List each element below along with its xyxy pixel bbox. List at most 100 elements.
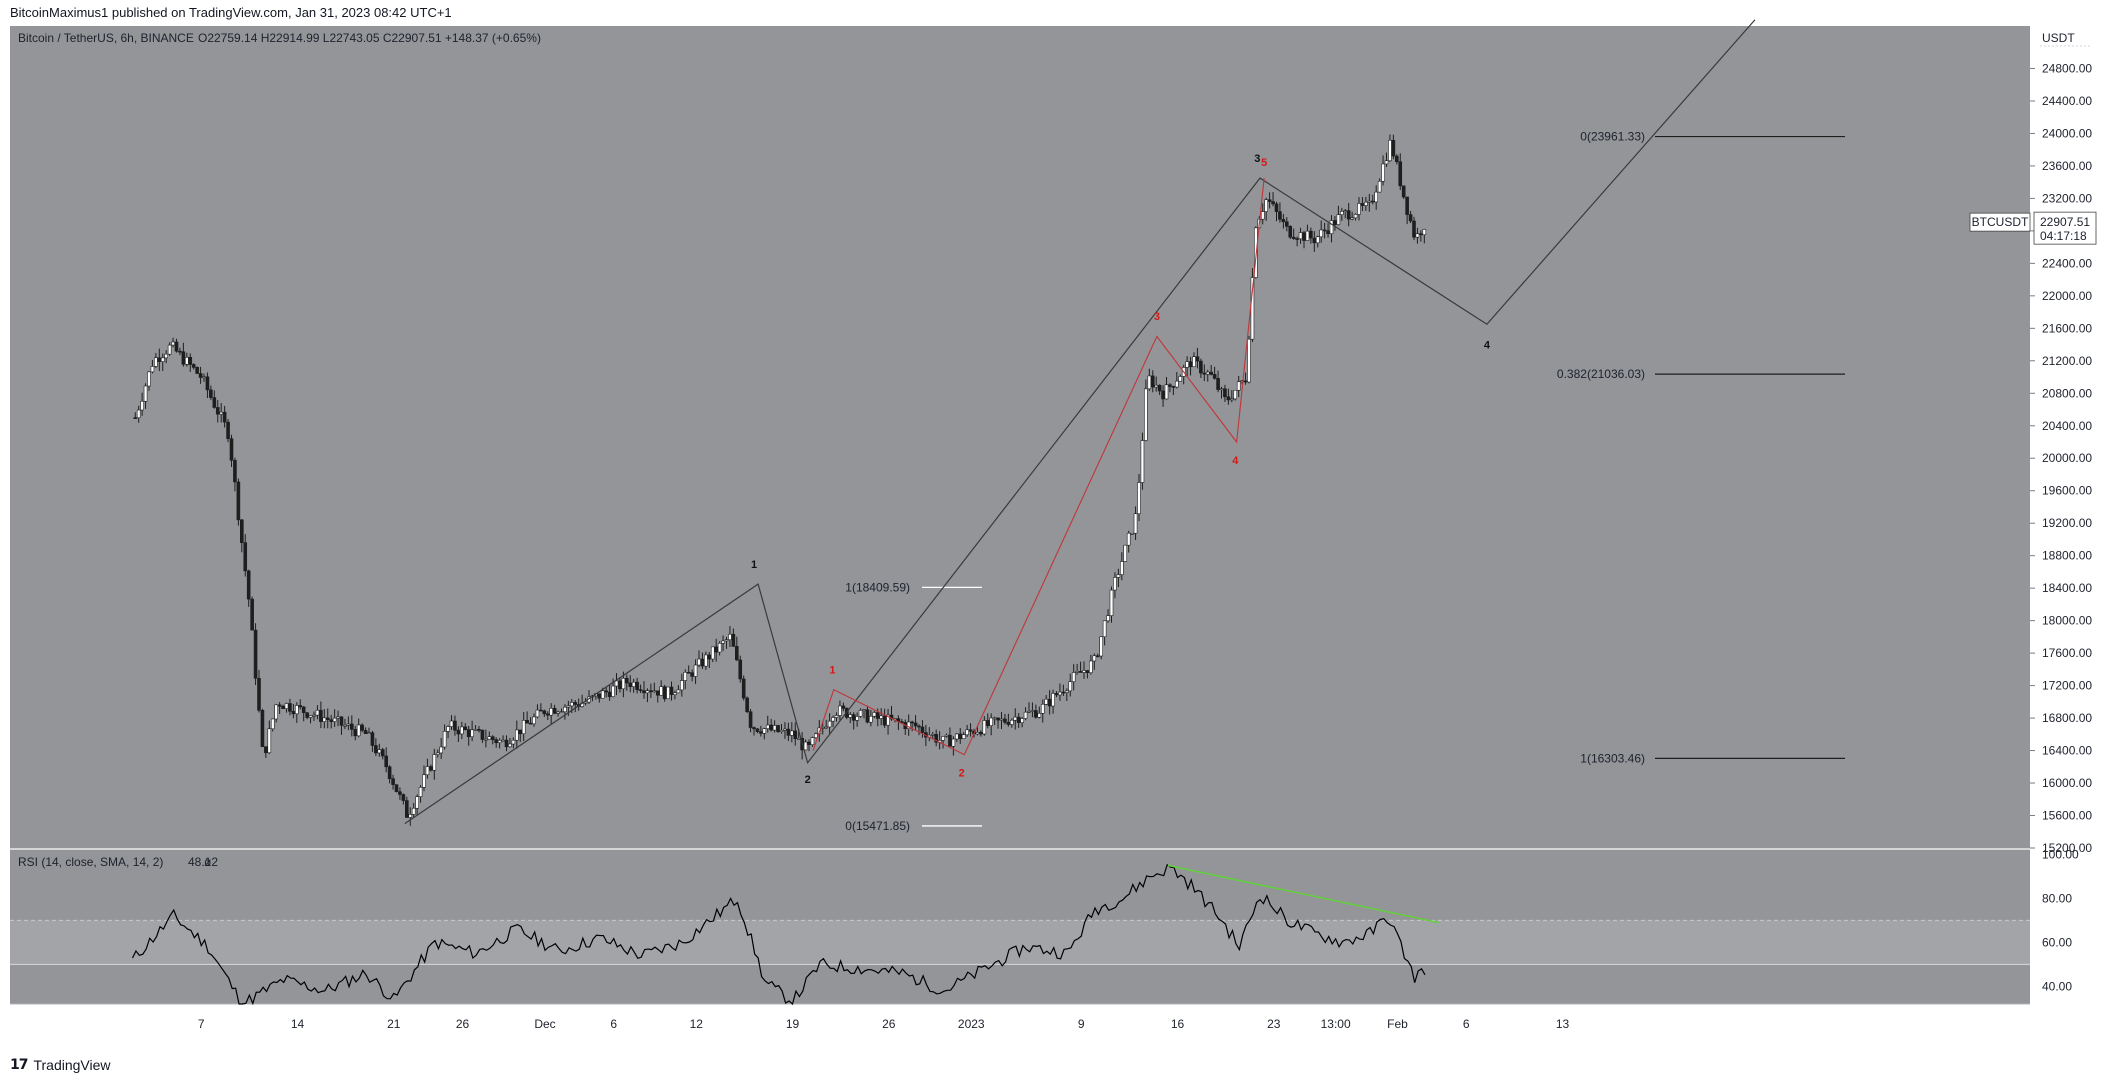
- candle-down: [1312, 237, 1317, 244]
- candle-up: [1415, 233, 1420, 238]
- candle-up: [724, 639, 729, 642]
- candle-down: [841, 705, 846, 709]
- candle-up: [975, 732, 980, 735]
- candle-up: [515, 729, 519, 741]
- candle-up: [999, 718, 1004, 721]
- candle-up: [1082, 670, 1086, 673]
- candle-down: [215, 407, 220, 415]
- candle-up: [721, 640, 725, 644]
- candle-down: [786, 728, 791, 736]
- candle-up: [989, 717, 993, 727]
- time-tick-label: 9: [1078, 1017, 1085, 1031]
- last-price-label: 22907.51: [2040, 215, 2090, 229]
- candle-up: [659, 686, 663, 696]
- candle-down: [1395, 155, 1399, 163]
- elliott-wave-red: [812, 178, 1265, 756]
- candle-down: [552, 708, 557, 714]
- rsi-tick-label: 60.00: [2042, 935, 2072, 949]
- price-tick-label: 23200.00: [2042, 191, 2092, 205]
- candle-up: [432, 754, 437, 771]
- candle-down: [212, 397, 217, 408]
- candle-down: [1285, 221, 1289, 227]
- candle-down: [1278, 211, 1282, 220]
- candle-up: [982, 720, 987, 735]
- tradingview-logo[interactable]: 𝟭𝟳 TradingView: [10, 1056, 111, 1073]
- candle-down: [264, 746, 268, 754]
- candle-up: [559, 711, 564, 714]
- candle-up: [308, 715, 313, 718]
- candle-up: [136, 409, 141, 419]
- candle-up: [315, 709, 320, 716]
- candle-down: [1346, 210, 1351, 220]
- candle-up: [879, 715, 883, 719]
- candle-up: [1023, 711, 1028, 719]
- candle-down: [391, 778, 395, 785]
- candle-down: [1223, 388, 1227, 398]
- candle-up: [1144, 388, 1148, 441]
- candle-down: [1150, 375, 1155, 388]
- candle-down: [1061, 691, 1066, 694]
- candle-up: [790, 730, 794, 736]
- rsi-legend-label: RSI (14, close, SMA, 14, 2): [18, 855, 163, 869]
- candle-up: [1233, 389, 1238, 400]
- candle-up: [1137, 482, 1141, 515]
- candle-down: [518, 729, 523, 735]
- candle-up: [814, 733, 818, 738]
- candle-down: [1412, 220, 1416, 238]
- candle-up: [1065, 690, 1069, 693]
- candle-down: [1302, 232, 1306, 241]
- rsi-tick-label: 80.00: [2042, 891, 2072, 905]
- elliott-wave-black: [404, 19, 1756, 825]
- candle-up: [1260, 211, 1265, 220]
- candle-up: [1343, 210, 1348, 212]
- candle-down: [394, 784, 399, 793]
- candle-up: [377, 749, 382, 754]
- time-tick-label: 6: [610, 1017, 617, 1031]
- candle-up: [1298, 232, 1303, 240]
- price-tick-label: 24400.00: [2042, 94, 2092, 108]
- price-tick-label: 18800.00: [2042, 549, 2092, 563]
- candle-up: [765, 724, 770, 729]
- candle-down: [642, 690, 646, 694]
- candle-down: [188, 357, 193, 365]
- candle-up: [1130, 532, 1134, 535]
- candle-up: [869, 715, 873, 723]
- candle-up: [600, 690, 605, 699]
- candle-down: [298, 705, 303, 708]
- candle-down: [360, 724, 364, 731]
- candle-up: [185, 357, 189, 365]
- candle-up: [171, 341, 175, 346]
- candle-up: [147, 371, 151, 387]
- candle-down: [174, 341, 179, 352]
- time-tick-label: 6: [1463, 1017, 1470, 1031]
- candle-up: [1075, 671, 1079, 673]
- candle-up: [1219, 388, 1224, 391]
- candle-up: [367, 732, 371, 734]
- candle-up: [160, 357, 165, 362]
- time-tick-label: Dec: [534, 1017, 555, 1031]
- candle-up: [446, 726, 450, 732]
- candle-down: [776, 725, 780, 732]
- price-tick-label: 20800.00: [2042, 386, 2092, 400]
- ohlc-legend: O22759.14 H22914.99 L22743.05 C22907.51 …: [198, 31, 541, 45]
- candle-down: [1168, 384, 1172, 387]
- candle-up: [831, 717, 835, 722]
- candle-up: [611, 685, 615, 697]
- candle-down: [759, 731, 763, 734]
- chart-canvas[interactable]: 15200.00 15600.00 16000.00 16400.00 16800.00…: [0, 0, 2113, 1050]
- time-tick-label: 26: [456, 1017, 470, 1031]
- candle-down: [1391, 139, 1396, 157]
- price-tick-label: 20400.00: [2042, 419, 2092, 433]
- candle-down: [807, 741, 811, 746]
- time-tick-label: 13: [1556, 1017, 1570, 1031]
- candle-down: [1309, 230, 1313, 239]
- candle-up: [532, 716, 536, 725]
- candle-up: [267, 728, 272, 754]
- candle-down: [920, 726, 925, 733]
- candle-down: [649, 690, 653, 693]
- candle-down: [979, 732, 983, 735]
- candle-down: [226, 421, 230, 439]
- candle-down: [851, 714, 856, 721]
- candle-down: [934, 734, 938, 743]
- price-tick-label: 15600.00: [2042, 809, 2092, 823]
